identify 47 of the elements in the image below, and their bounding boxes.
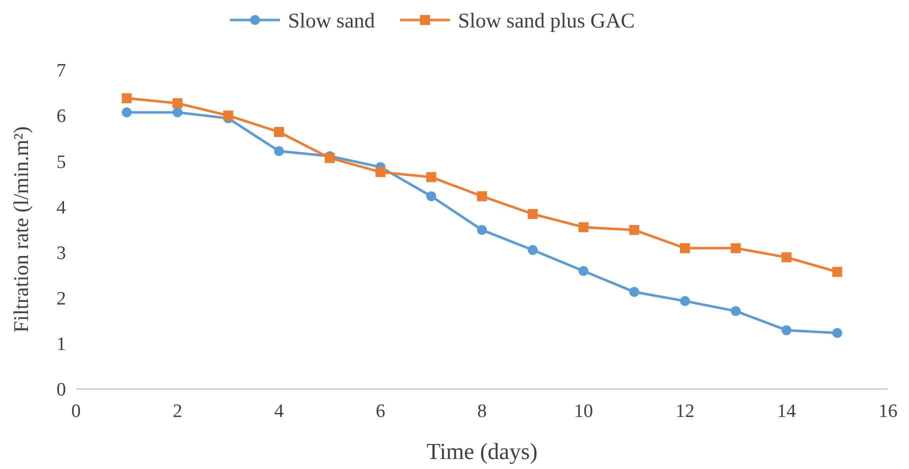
x-tick-label: 2 [172,401,182,422]
y-tick-label: 6 [56,106,66,128]
point [172,107,182,118]
point [223,110,234,121]
point [832,266,842,277]
point [376,167,386,178]
y-axis-title: Filtration rate (l/min.m²) [9,126,33,333]
point [477,224,487,235]
y-tick-label: 7 [56,60,66,82]
legend-label: Slow sand [288,8,376,32]
point [528,245,538,256]
x-tick-label: 16 [878,401,898,422]
point [782,252,792,262]
point [578,222,588,232]
legend-label: Slow sand plus GAC [458,8,635,32]
y-tick-label: 0 [56,380,66,401]
x-tick-label: 4 [274,401,284,422]
point [730,306,741,316]
x-axis-title: Time (days) [426,439,538,464]
point [122,107,132,118]
point [730,243,741,254]
point [274,126,284,137]
point [782,325,792,336]
x-tick-label: 0 [71,401,81,422]
point [426,172,436,182]
y-tick-label: 4 [56,197,66,218]
point [122,93,132,104]
y-tick-label: 3 [56,242,66,264]
point [629,224,640,235]
x-tick-label: 6 [376,401,386,422]
point [578,266,588,276]
point [629,286,640,297]
point [274,146,284,156]
point [832,328,842,338]
x-tick-label: 12 [676,401,694,422]
point [477,191,487,202]
y-tick-label: 5 [56,152,66,173]
x-tick-label: 14 [777,401,796,422]
point [680,243,690,254]
x-tick-label: 8 [477,401,487,422]
y-tick-label: 1 [56,334,66,356]
point [528,209,538,220]
point [426,191,436,202]
point [680,296,690,306]
y-tick-label: 2 [56,288,66,310]
point [172,98,182,108]
x-tick-label: 10 [574,401,593,422]
